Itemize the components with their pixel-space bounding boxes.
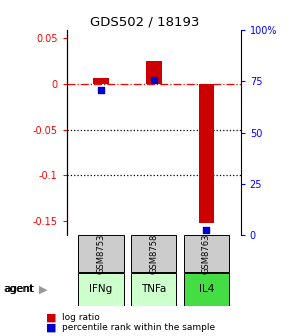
Point: [204, 227, 209, 233]
Text: GSM8763: GSM8763: [202, 233, 211, 274]
Point: [151, 78, 156, 83]
Bar: [78, 272, 124, 306]
Text: GSM8753: GSM8753: [97, 234, 106, 274]
Bar: [131, 235, 176, 272]
Text: agent: agent: [4, 284, 35, 294]
Text: IFNg: IFNg: [89, 284, 113, 294]
Text: ■: ■: [46, 312, 57, 323]
Bar: [184, 235, 229, 272]
Text: percentile rank within the sample: percentile rank within the sample: [62, 323, 215, 332]
Text: GDS502 / 18193: GDS502 / 18193: [90, 15, 200, 28]
Bar: [131, 272, 176, 306]
Bar: [184, 272, 229, 306]
Text: ■: ■: [46, 323, 57, 333]
Text: IL4: IL4: [199, 284, 214, 294]
Bar: [199, 84, 214, 223]
Bar: [78, 235, 124, 272]
Bar: [93, 78, 109, 84]
Text: TNFa: TNFa: [141, 284, 166, 294]
Text: agent: agent: [3, 284, 33, 294]
Text: ▶: ▶: [39, 284, 48, 294]
Bar: [146, 60, 162, 84]
Point: [99, 87, 103, 92]
Text: log ratio: log ratio: [62, 313, 100, 322]
Text: GSM8758: GSM8758: [149, 234, 158, 274]
